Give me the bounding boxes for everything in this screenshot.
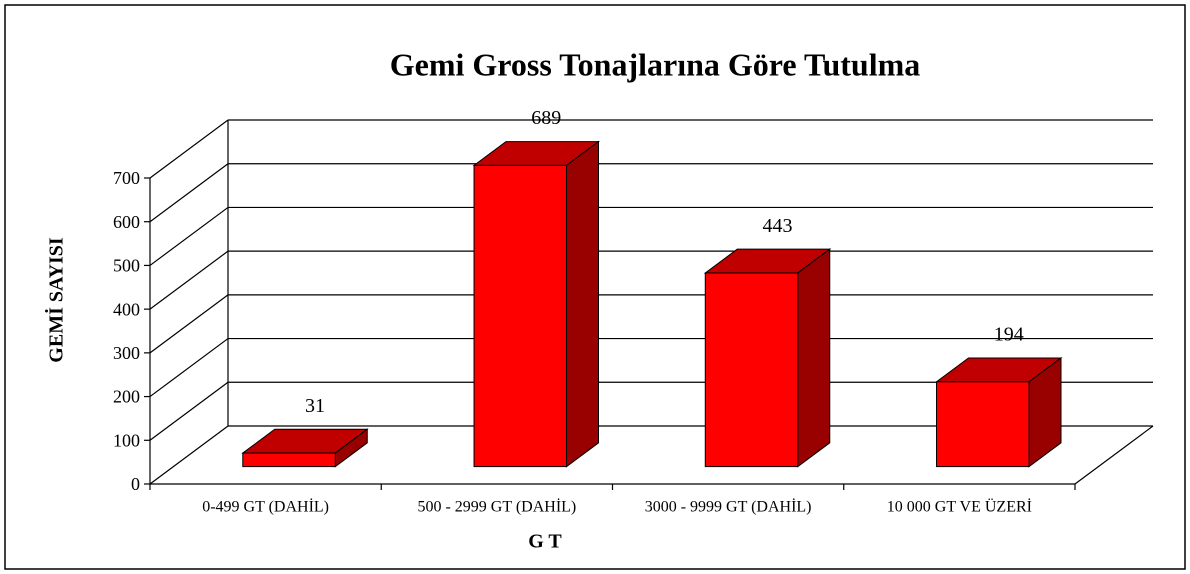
grid-line [149, 381, 229, 441]
bar-side [797, 248, 831, 468]
x-axis-title: G T [528, 531, 562, 553]
y-tick-label: 300 [113, 343, 140, 363]
bar [704, 272, 799, 468]
chart-title: Gemi Gross Tonajlarına Göre Tutulma [390, 46, 920, 82]
y-axis-title: GEMİ SAYISI [44, 237, 68, 363]
y-tick-label: 0 [131, 474, 140, 494]
grid-line [149, 163, 229, 223]
x-tick-label: 500 - 2999 GT (DAHİL) [417, 498, 576, 516]
y-tick-label: 600 [113, 212, 140, 232]
value-label: 689 [531, 107, 561, 129]
y-tick-label: 400 [113, 299, 140, 319]
grid-line [149, 338, 229, 398]
y-tick-label: 500 [113, 256, 140, 276]
bar [473, 164, 568, 468]
x-tick-label: 10 000 GT VE ÜZERİ [887, 498, 1032, 516]
grid-line [149, 250, 229, 310]
grid-line [149, 119, 229, 179]
bar [936, 381, 1030, 468]
value-label: 31 [305, 395, 325, 417]
grid-line [149, 425, 229, 485]
bar [242, 452, 336, 468]
y-tick-label: 700 [113, 168, 140, 188]
x-tick-label: 3000 - 9999 GT (DAHİL) [645, 498, 812, 516]
y-tick-label: 100 [113, 430, 140, 450]
x-tick-label: 0-499 GT (DAHİL) [202, 498, 329, 516]
grid-line [149, 206, 229, 266]
floor-right [1074, 425, 1154, 485]
grid-line [149, 294, 229, 354]
bar-side [566, 140, 600, 468]
value-label: 194 [994, 324, 1024, 346]
y-tick-label: 200 [113, 387, 140, 407]
value-label: 443 [763, 215, 793, 237]
